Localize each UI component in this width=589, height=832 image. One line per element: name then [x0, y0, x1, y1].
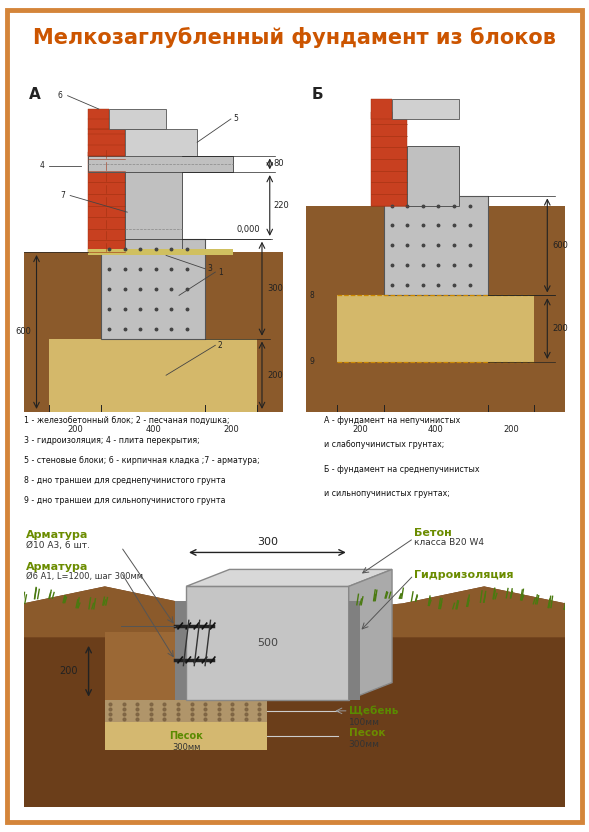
- Bar: [371, 112, 408, 206]
- Text: 400: 400: [428, 425, 444, 434]
- Bar: [186, 587, 349, 700]
- Polygon shape: [24, 587, 565, 637]
- Text: Б - фундамент на среднепучинистых: Б - фундамент на среднепучинистых: [324, 465, 479, 473]
- Polygon shape: [24, 587, 565, 807]
- Bar: [384, 196, 488, 295]
- Text: Арматура: Арматура: [27, 562, 88, 572]
- Text: 200: 200: [552, 324, 568, 333]
- Text: 200: 200: [267, 371, 283, 379]
- Text: 100мм: 100мм: [349, 718, 380, 726]
- Text: 300мм: 300мм: [172, 743, 200, 752]
- Text: Гидроизоляция: Гидроизоляция: [413, 570, 513, 580]
- Text: 200: 200: [68, 425, 83, 434]
- Text: А - фундамент на непучинистых: А - фундамент на непучинистых: [324, 416, 460, 425]
- Text: 200: 200: [223, 425, 239, 434]
- Bar: [109, 109, 166, 129]
- Text: Песок: Песок: [349, 729, 385, 739]
- Text: 5: 5: [233, 115, 239, 123]
- Text: 220: 220: [274, 201, 289, 210]
- Bar: [88, 129, 125, 156]
- Text: Щебень: Щебень: [349, 706, 398, 716]
- Bar: [88, 109, 109, 129]
- Bar: [101, 239, 205, 339]
- Bar: [337, 295, 534, 362]
- Bar: [49, 339, 257, 412]
- Bar: [306, 206, 565, 412]
- Text: класса В20 W4: класса В20 W4: [413, 538, 484, 547]
- Polygon shape: [105, 700, 267, 722]
- Text: Б: Б: [312, 87, 323, 102]
- Text: 400: 400: [145, 425, 161, 434]
- Text: 6: 6: [58, 92, 62, 100]
- Bar: [88, 156, 233, 172]
- Text: 1 - железобетонный блок; 2 - песчаная подушка;: 1 - железобетонный блок; 2 - песчаная по…: [24, 416, 229, 425]
- Text: и сильнопучинистых грунтах;: и сильнопучинистых грунтах;: [324, 489, 449, 498]
- Bar: [24, 252, 283, 412]
- Text: 8: 8: [309, 291, 314, 300]
- Text: 1: 1: [218, 268, 223, 276]
- Text: 9: 9: [309, 358, 314, 366]
- Text: 8 - дно траншеи для среднепучинистого грунта: 8 - дно траншеи для среднепучинистого гр…: [24, 476, 225, 485]
- Text: А: А: [29, 87, 41, 102]
- Text: 200: 200: [503, 425, 519, 434]
- Text: Мелкозаглубленный фундамент из блоков: Мелкозаглубленный фундамент из блоков: [33, 27, 556, 48]
- Polygon shape: [105, 631, 267, 750]
- Text: 200: 200: [59, 666, 78, 676]
- Text: и слабопучинистых грунтах;: и слабопучинистых грунтах;: [324, 440, 444, 449]
- Text: 9 - дно траншеи для сильнопучинистого грунта: 9 - дно траншеи для сильнопучинистого гр…: [24, 497, 225, 505]
- Bar: [371, 99, 392, 119]
- Bar: [392, 99, 459, 119]
- Text: 0,000: 0,000: [236, 225, 260, 234]
- Text: Ø6 А1, L=1200, шаг 300мм: Ø6 А1, L=1200, шаг 300мм: [27, 572, 143, 581]
- Text: 2: 2: [218, 341, 223, 349]
- Bar: [349, 601, 359, 700]
- Text: Ø10 А3, 6 шт.: Ø10 А3, 6 шт.: [27, 541, 90, 550]
- Bar: [88, 152, 125, 252]
- Bar: [176, 601, 186, 700]
- Polygon shape: [349, 569, 392, 700]
- Bar: [408, 146, 459, 206]
- Text: 7: 7: [60, 191, 65, 200]
- Text: Арматура: Арматура: [27, 531, 88, 541]
- Text: 600: 600: [552, 241, 568, 250]
- Text: 5 - стеновые блоки; 6 - кирпичная кладка ;7 - арматура;: 5 - стеновые блоки; 6 - кирпичная кладка…: [24, 456, 259, 465]
- Text: 3: 3: [207, 265, 213, 273]
- Bar: [125, 129, 197, 156]
- Text: 500: 500: [257, 638, 278, 648]
- Text: 300: 300: [267, 285, 283, 293]
- Polygon shape: [186, 569, 392, 587]
- Text: 600: 600: [15, 328, 31, 336]
- Text: 300: 300: [257, 537, 278, 547]
- Text: Бетон: Бетон: [413, 527, 451, 537]
- Text: Песок: Песок: [169, 731, 203, 741]
- Text: 3 - гидроизоляция; 4 - плита перекрытия;: 3 - гидроизоляция; 4 - плита перекрытия;: [24, 436, 199, 445]
- Text: 300мм: 300мм: [349, 740, 380, 750]
- Bar: [88, 249, 233, 255]
- Text: 80: 80: [274, 160, 284, 168]
- Text: 200: 200: [353, 425, 369, 434]
- Text: 4: 4: [39, 161, 44, 170]
- Polygon shape: [105, 722, 267, 750]
- Bar: [125, 172, 181, 252]
